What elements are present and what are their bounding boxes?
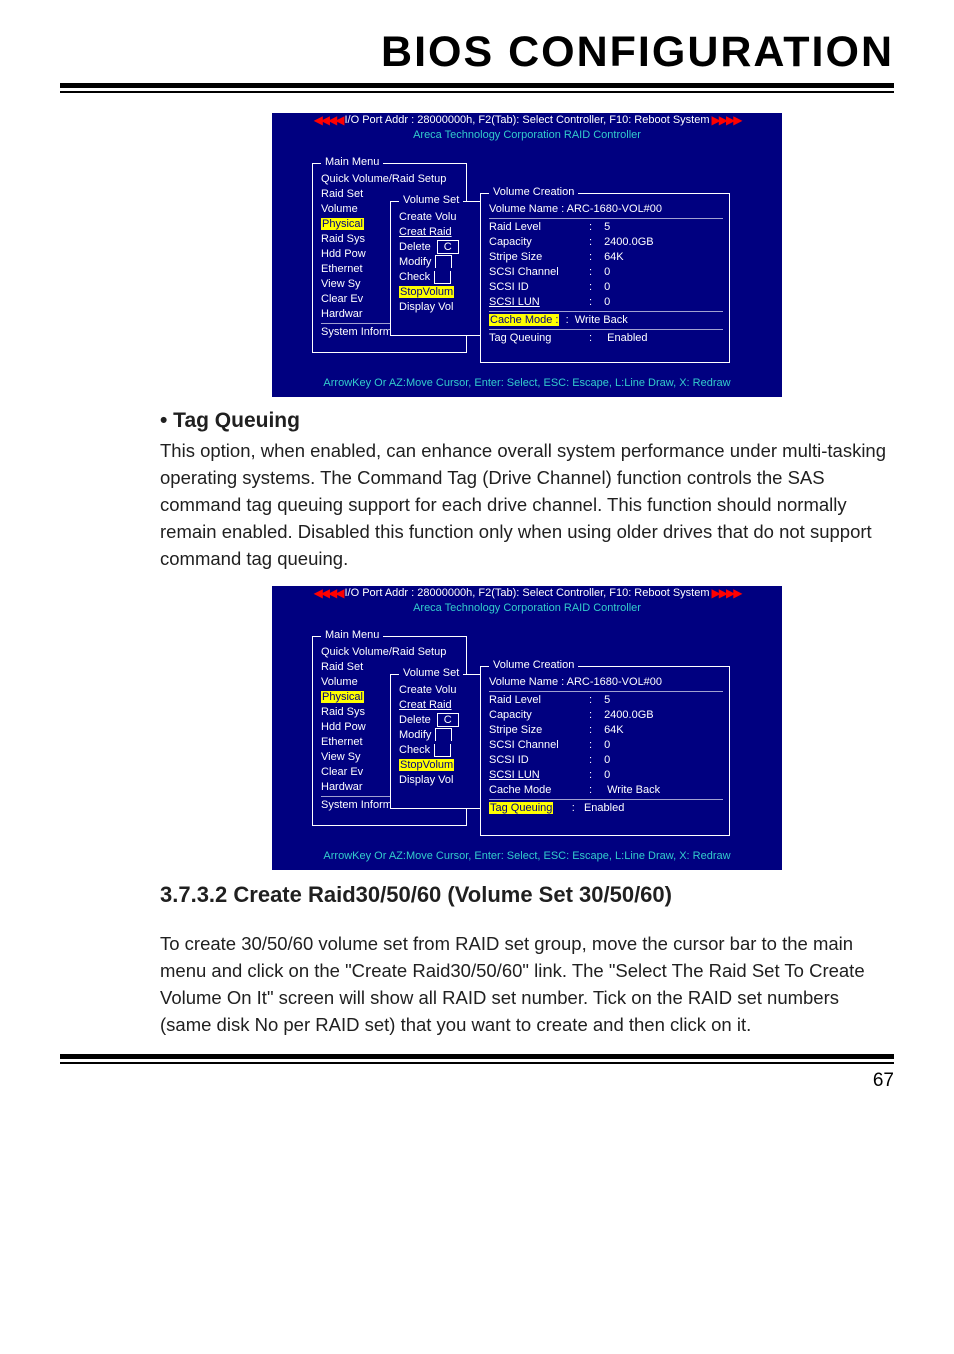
vol-raid-level: Raid Level: 5 [489,693,723,708]
vol-name: Volume Name : ARC-1680-VOL#00 [489,202,723,219]
vol-capacity: Capacity: 2400.0GB [489,708,723,723]
arrow-right-icon: ▶▶▶▶ [712,586,741,600]
vol-cache: Cache Mode: Write Back [489,783,723,800]
vol-tag: Tag Queuing: Enabled [489,331,723,346]
vol-id: SCSI ID: 0 [489,280,723,295]
vol-lun: SCSI LUN: 0 [489,768,723,783]
vol-name: Volume Name : ARC-1680-VOL#00 [489,675,723,692]
vol-stripe: Stripe Size: 64K [489,723,723,738]
volume-creation-title: Volume Creation [489,186,578,198]
menu-item[interactable]: Quick Volume/Raid Setup [321,172,460,187]
bios-footer: ArrowKey Or AZ:Move Cursor, Enter: Selec… [272,371,782,391]
vol-stripe: Stripe Size: 64K [489,250,723,265]
vol-channel: SCSI Channel: 0 [489,738,723,753]
volume-creation-panel: Volume Creation Volume Name : ARC-1680-V… [480,666,730,836]
bios-subtitle: Areca Technology Corporation RAID Contro… [272,600,782,624]
title-rule-thick [60,83,894,88]
vol-channel: SCSI Channel: 0 [489,265,723,280]
vol-lun: SCSI LUN: 0 [489,295,723,312]
main-menu-title: Main Menu [321,629,383,641]
bios-footer: ArrowKey Or AZ:Move Cursor, Enter: Selec… [272,844,782,864]
section-heading: 3.7.3.2 Create Raid30/50/60 (Volume Set … [160,882,894,908]
page-title: BIOS CONFIGURATION [0,0,954,83]
volume-set-title: Volume Set [399,194,463,206]
page-number: 67 [0,1070,954,1112]
tag-queuing-body: This option, when enabled, can enhance o… [160,437,894,572]
tag-queuing-heading: • Tag Queuing [160,409,894,433]
bios-screenshot-2: ◀◀◀◀ I/O Port Addr : 28000000h, F2(Tab):… [272,586,782,870]
bios-subtitle: Areca Technology Corporation RAID Contro… [272,127,782,151]
volume-creation-panel: Volume Creation Volume Name : ARC-1680-V… [480,193,730,363]
main-menu-title: Main Menu [321,156,383,168]
bios-topbar-text: I/O Port Addr : 28000000h, F2(Tab): Sele… [344,587,709,599]
bios-topbar: ◀◀◀◀ I/O Port Addr : 28000000h, F2(Tab):… [272,586,782,600]
footer-rule-thick [60,1054,894,1059]
bios-topbar: ◀◀◀◀ I/O Port Addr : 28000000h, F2(Tab):… [272,113,782,127]
vol-capacity: Capacity: 2400.0GB [489,235,723,250]
bios-topbar-text: I/O Port Addr : 28000000h, F2(Tab): Sele… [344,114,709,126]
vol-raid-level: Raid Level: 5 [489,220,723,235]
vol-tag[interactable]: Tag Queuing : Enabled [489,801,723,816]
footer-rule-thin [60,1062,894,1064]
arrow-right-icon: ▶▶▶▶ [712,113,741,127]
vol-cache[interactable]: Cache Mode : : Write Back [489,313,723,330]
bios-screenshot-1: ◀◀◀◀ I/O Port Addr : 28000000h, F2(Tab):… [272,113,782,397]
vol-id: SCSI ID: 0 [489,753,723,768]
volume-set-title: Volume Set [399,667,463,679]
arrow-left-icon: ◀◀◀◀ [314,113,343,127]
section-body: To create 30/50/60 volume set from RAID … [160,930,894,1038]
arrow-left-icon: ◀◀◀◀ [314,586,343,600]
volume-creation-title: Volume Creation [489,659,578,671]
title-rule-thin [60,91,894,93]
menu-item[interactable]: Quick Volume/Raid Setup [321,645,460,660]
